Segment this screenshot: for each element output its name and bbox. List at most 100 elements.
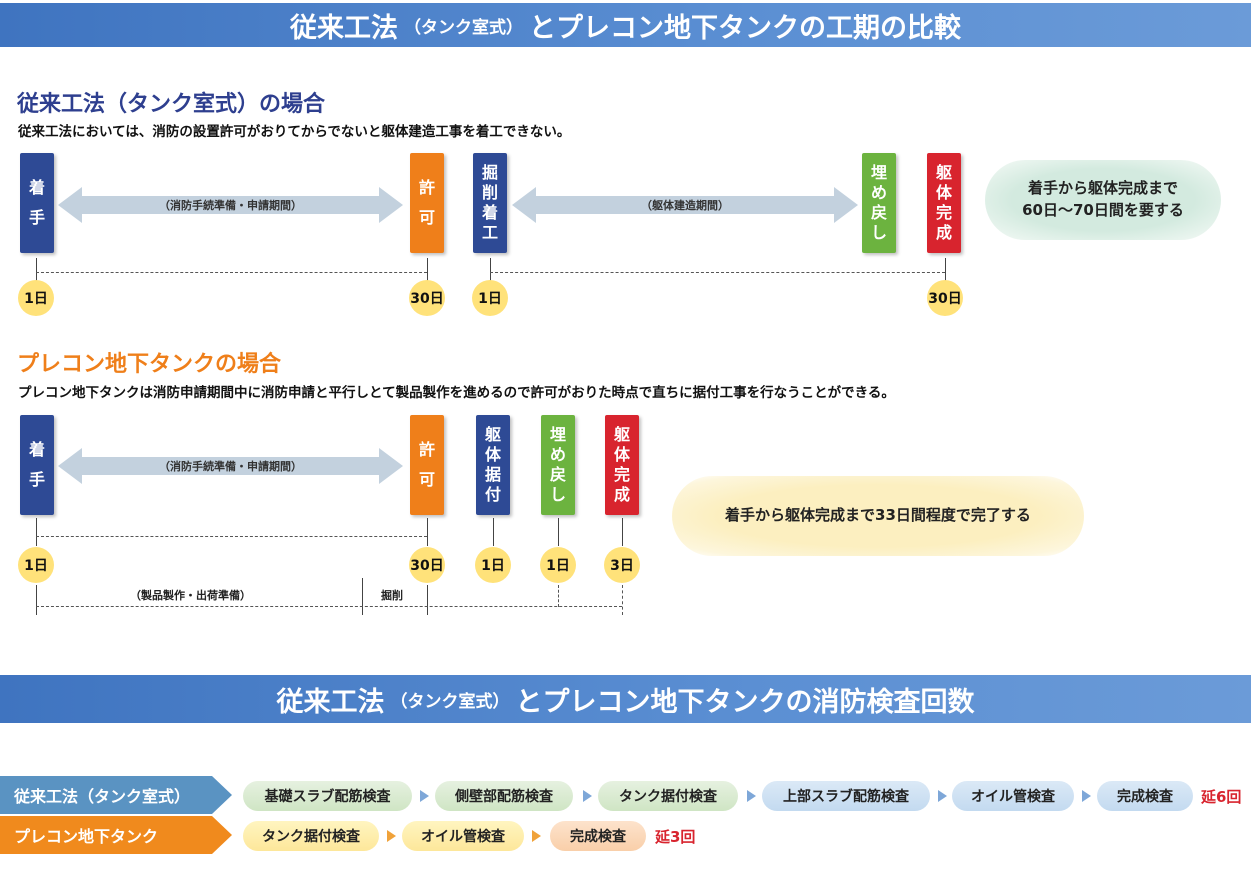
- precon-duration-note: 着手から躯体完成まで33日間程度で完了する: [672, 476, 1084, 556]
- inspection-step: 完成検査: [550, 821, 646, 851]
- bar-char: 据: [484, 465, 501, 484]
- bar-char: 体: [613, 445, 630, 464]
- triangle-arrow-icon: [420, 790, 429, 802]
- arrow-label-permit-period: （消防手続準備・申請期間）: [159, 460, 302, 473]
- conventional-duration-note: 着手から躯体完成まで 60日〜70日間を要する: [985, 160, 1221, 240]
- bar-excavation-start: 掘 削 着 工: [473, 153, 507, 253]
- day-marker: 30日: [409, 280, 445, 316]
- row-label-text: 従来工法（タンク室式）: [14, 787, 191, 806]
- banner-text-rest: とプレコン地下タンクの消防検査回数: [515, 686, 975, 718]
- bar-char: 可: [418, 208, 435, 227]
- inspection-step: タンク据付検査: [243, 821, 379, 851]
- conventional-description: 従来工法においては、消防の設置許可がおりてからでないと躯体建造工事を着工できない…: [18, 124, 571, 140]
- bar-char: 完: [613, 465, 630, 484]
- excavation-label: 掘削: [381, 589, 403, 602]
- product-manufacturing-label: （製品製作・出荷準備）: [130, 589, 251, 602]
- tick-line: [362, 578, 363, 615]
- banner-text-sub: （タンク室式）: [390, 691, 510, 712]
- bar-char: め: [870, 183, 887, 202]
- bar-char: 戻: [870, 203, 887, 222]
- note-line: 着手から躯体完成まで: [1027, 179, 1178, 198]
- inspection-total: 延3回: [655, 828, 696, 846]
- timeline-dash: [490, 272, 945, 273]
- tick-line: [622, 518, 623, 546]
- bar-char: 手: [28, 208, 45, 227]
- inspection-step: オイル管検査: [402, 821, 524, 851]
- bar-char: 手: [28, 470, 45, 489]
- tick-dash: [558, 585, 559, 607]
- arrow-label-permit-period: （消防手続準備・申請期間）: [159, 199, 302, 212]
- banner-text-rest: とプレコン地下タンクの工期の比較: [529, 12, 961, 44]
- bar-char: 埋: [870, 163, 887, 182]
- tick-line: [36, 585, 37, 615]
- inspection-step: 基礎スラブ配筋検査: [243, 781, 412, 811]
- day-marker: 1日: [472, 280, 508, 316]
- double-arrow-icon: [58, 187, 403, 223]
- inspection-total: 延6回: [1201, 788, 1242, 806]
- tick-line: [427, 585, 428, 615]
- precon-title: プレコン地下タンクの場合: [17, 352, 282, 377]
- bar-permit: 許 可: [410, 153, 444, 253]
- bar-char: 躯: [613, 425, 630, 444]
- bar-char: し: [870, 223, 887, 242]
- tick-line: [558, 518, 559, 546]
- bar-char: 体: [935, 183, 952, 202]
- bar-char: 掘: [481, 163, 498, 182]
- bar-char: 付: [484, 485, 501, 504]
- inspection-step: 側壁部配筋検査: [435, 781, 573, 811]
- triangle-arrow-icon: [532, 830, 541, 842]
- triangle-arrow-icon: [387, 830, 396, 842]
- header-banner-schedule: 従来工法 （タンク室式） とプレコン地下タンクの工期の比較: [0, 3, 1251, 47]
- bar-structure-complete: 躯 体 完 成: [605, 415, 639, 515]
- bar-char: 躯: [935, 163, 952, 182]
- tick-line: [945, 258, 946, 282]
- conventional-title: 従来工法（タンク室式）の場合: [17, 92, 326, 117]
- timeline-dash: [36, 606, 622, 607]
- bar-permit: 許 可: [410, 415, 444, 515]
- triangle-arrow-icon: [747, 790, 756, 802]
- bar-start: 着 手: [20, 153, 54, 253]
- inspection-step: 上部スラブ配筋検査: [762, 781, 930, 811]
- bar-char: 可: [418, 470, 435, 489]
- bar-char: 許: [418, 178, 435, 197]
- day-marker: 1日: [475, 547, 511, 583]
- bar-backfill: 埋 め 戻 し: [541, 415, 575, 515]
- tick-line: [493, 518, 494, 546]
- bar-char: 成: [935, 223, 952, 242]
- bar-char: 許: [418, 440, 435, 459]
- timeline-dash: [36, 272, 427, 273]
- bar-char: 戻: [549, 465, 566, 484]
- banner-text-main: 従来工法: [276, 686, 385, 718]
- triangle-arrow-icon: [1082, 790, 1091, 802]
- bar-start: 着 手: [20, 415, 54, 515]
- day-marker: 1日: [18, 547, 54, 583]
- tick-line: [36, 258, 37, 282]
- bar-structure-install: 躯 体 据 付: [476, 415, 510, 515]
- bar-char: 体: [484, 445, 501, 464]
- row-label-conventional: 従来工法（タンク室式）: [0, 776, 232, 814]
- day-marker: 30日: [409, 547, 445, 583]
- bar-char: め: [549, 445, 566, 464]
- day-marker: 1日: [18, 280, 54, 316]
- arrow-label-construction-period: （躯体建造期間）: [641, 199, 729, 212]
- tick-line: [427, 518, 428, 546]
- inspection-step: タンク据付検査: [598, 781, 738, 811]
- bar-char: 躯: [484, 425, 501, 444]
- bar-char: 埋: [549, 425, 566, 444]
- day-marker: 1日: [540, 547, 576, 583]
- bar-char: 着: [28, 440, 45, 459]
- day-marker: 30日: [927, 280, 963, 316]
- day-marker: 3日: [604, 547, 640, 583]
- row-label-precon: プレコン地下タンク: [0, 816, 232, 854]
- bar-backfill: 埋 め 戻 し: [862, 153, 896, 253]
- note-line: 60日〜70日間を要する: [1022, 201, 1184, 219]
- bar-structure-complete: 躯 体 完 成: [927, 153, 961, 253]
- tick-line: [490, 258, 491, 282]
- triangle-arrow-icon: [583, 790, 592, 802]
- inspection-step: オイル管検査: [952, 781, 1074, 811]
- double-arrow-icon: [58, 448, 403, 484]
- header-banner-inspections: 従来工法 （タンク室式） とプレコン地下タンクの消防検査回数: [0, 675, 1251, 723]
- double-arrow-icon: [512, 187, 858, 223]
- bar-char: し: [549, 485, 566, 504]
- tick-line: [36, 518, 37, 546]
